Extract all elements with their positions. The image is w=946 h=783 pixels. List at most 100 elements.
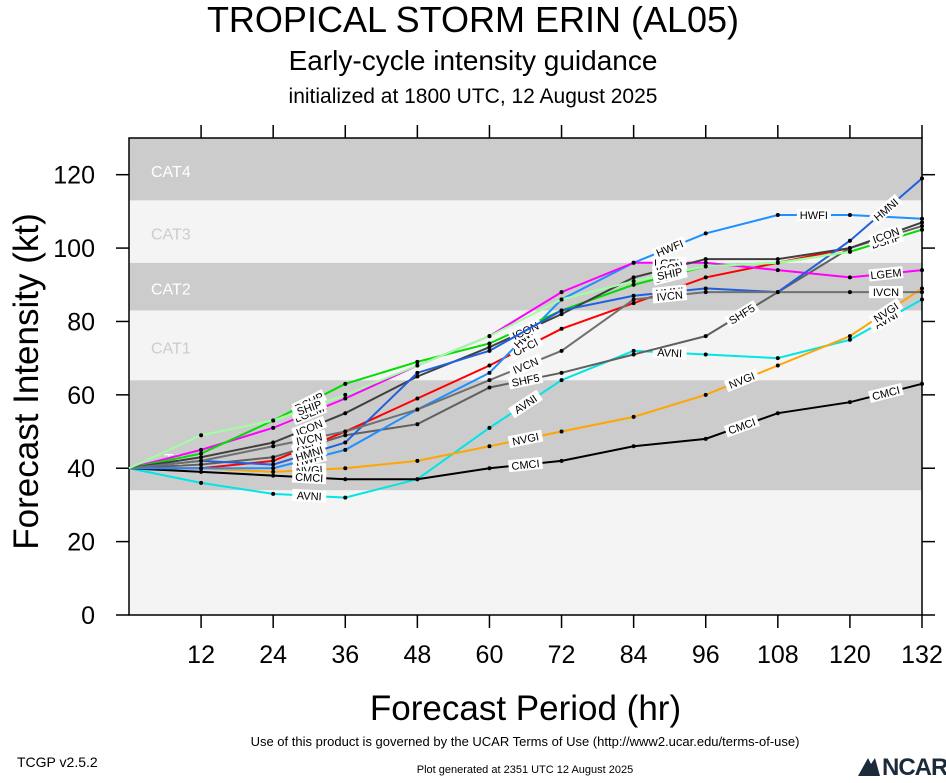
data-point bbox=[343, 433, 348, 438]
series-label: AVNI bbox=[657, 347, 682, 360]
data-point bbox=[920, 381, 924, 386]
data-point bbox=[343, 429, 348, 434]
series-label-bg bbox=[291, 396, 328, 420]
data-point bbox=[271, 469, 276, 474]
data-point bbox=[199, 462, 204, 467]
data-point bbox=[631, 260, 636, 265]
data-point bbox=[631, 301, 636, 306]
series-label: LGEM bbox=[870, 267, 902, 282]
data-point bbox=[631, 279, 636, 284]
series-label-bg bbox=[868, 286, 903, 299]
y-tick-label: 80 bbox=[67, 308, 95, 336]
series-label-bg bbox=[869, 193, 903, 226]
data-point bbox=[271, 462, 276, 467]
data-point bbox=[703, 257, 708, 262]
initialization-time: initialized at 1800 UTC, 12 August 2025 bbox=[288, 85, 658, 108]
series-label: NVGI bbox=[511, 431, 540, 448]
data-point bbox=[415, 458, 420, 463]
y-axis-label: Forecast Intensity (kt) bbox=[7, 213, 46, 549]
series-label-bg bbox=[867, 383, 904, 404]
terms-of-use: Use of this product is governed by the U… bbox=[250, 734, 800, 749]
ncar-logo: NCAR bbox=[856, 752, 946, 781]
data-point bbox=[775, 356, 780, 361]
x-tick-label: 24 bbox=[259, 641, 287, 669]
series-label: HWFI bbox=[800, 210, 828, 222]
data-point bbox=[847, 213, 852, 218]
series-label-bg bbox=[723, 368, 760, 393]
series-label: IVCN bbox=[656, 289, 683, 304]
data-point bbox=[847, 400, 852, 405]
series-label-bg bbox=[507, 370, 544, 390]
data-point bbox=[415, 407, 420, 412]
data-point bbox=[487, 334, 492, 339]
data-point bbox=[487, 425, 492, 430]
data-point bbox=[343, 411, 348, 416]
data-point bbox=[487, 363, 492, 368]
data-point bbox=[631, 348, 636, 353]
series-label: IVCN bbox=[295, 431, 323, 448]
series-label: SHF5 bbox=[511, 372, 541, 389]
data-point bbox=[343, 440, 348, 445]
y-tick-label: 100 bbox=[53, 235, 95, 263]
band-label: CAT4 bbox=[151, 164, 191, 181]
data-point bbox=[343, 466, 348, 471]
band-cat3 bbox=[129, 200, 922, 263]
series-label-bg bbox=[652, 288, 688, 304]
data-point bbox=[415, 363, 420, 368]
data-point bbox=[703, 352, 708, 357]
data-point bbox=[920, 297, 924, 302]
y-tick-label: 60 bbox=[67, 382, 95, 410]
x-tick-label: 96 bbox=[692, 641, 720, 669]
data-point bbox=[847, 238, 852, 243]
data-point bbox=[703, 286, 708, 291]
chart-subtitle: Early-cycle intensity guidance bbox=[288, 45, 658, 76]
series-label-bg bbox=[291, 470, 327, 485]
version-label: TCGP v2.5.2 bbox=[17, 754, 98, 770]
data-point bbox=[847, 246, 852, 251]
data-point bbox=[343, 447, 348, 452]
data-point bbox=[271, 491, 276, 496]
data-point bbox=[199, 451, 204, 456]
series-label-bg bbox=[868, 297, 904, 327]
data-point bbox=[271, 440, 276, 445]
y-tick-label: 120 bbox=[53, 162, 95, 190]
data-point bbox=[775, 260, 780, 265]
data-point bbox=[343, 392, 348, 397]
data-point bbox=[920, 216, 924, 221]
data-point bbox=[415, 370, 420, 375]
series-label-bg bbox=[507, 334, 544, 361]
series-label-bg bbox=[291, 429, 328, 449]
series-label-bg bbox=[291, 415, 328, 440]
series-label-bg bbox=[651, 236, 688, 261]
data-point bbox=[559, 312, 564, 317]
y-tick-label: 20 bbox=[67, 529, 95, 557]
band-label: CAT1 bbox=[151, 340, 191, 357]
x-tick-label: 12 bbox=[187, 641, 215, 669]
band-label: CAT2 bbox=[151, 282, 191, 299]
series-label-bg bbox=[867, 223, 904, 247]
x-tick-label: 132 bbox=[901, 641, 943, 669]
data-point bbox=[199, 458, 204, 463]
data-point bbox=[199, 466, 204, 471]
series-label-bg bbox=[651, 264, 688, 284]
data-point bbox=[487, 466, 492, 471]
data-point bbox=[703, 264, 708, 269]
data-point bbox=[920, 268, 924, 273]
data-point bbox=[271, 466, 276, 471]
data-point bbox=[199, 480, 204, 485]
data-point bbox=[920, 176, 924, 181]
data-point bbox=[920, 286, 924, 291]
data-point bbox=[703, 275, 708, 280]
data-point bbox=[487, 385, 492, 390]
data-point bbox=[847, 249, 852, 254]
data-point bbox=[487, 378, 492, 383]
ncar-logo-text: NCAR bbox=[882, 754, 946, 781]
series-label-bg bbox=[723, 414, 760, 438]
data-point bbox=[415, 422, 420, 427]
data-point bbox=[775, 213, 780, 218]
data-point bbox=[631, 282, 636, 287]
data-point bbox=[271, 473, 276, 478]
data-point bbox=[199, 447, 204, 452]
axis-labels: 12 24 36 48 60 72 84 96 108 120 132 0 20 40 60 80 100 120… bbox=[7, 162, 943, 728]
